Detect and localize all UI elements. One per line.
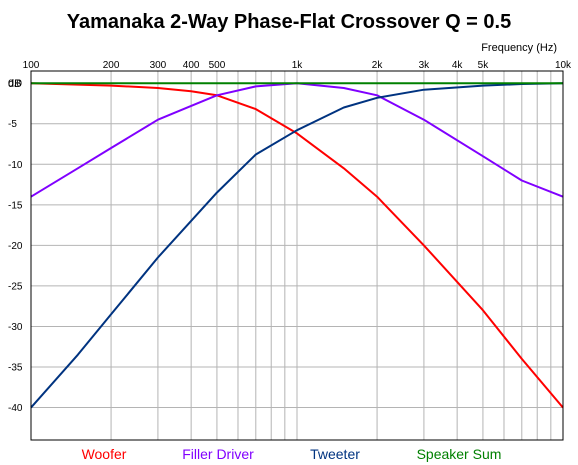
y-tick-label: -10 bbox=[8, 160, 23, 171]
x-tick-label: 400 bbox=[183, 60, 200, 71]
x-tick-label: 1k bbox=[292, 60, 304, 71]
legend-entry-filler-driver: Filler Driver bbox=[182, 446, 254, 462]
x-tick-label: 200 bbox=[103, 60, 120, 71]
series-line-tweeter bbox=[30, 82, 564, 409]
plot-frame bbox=[30, 70, 564, 441]
y-tick-label: -30 bbox=[8, 322, 23, 333]
y-tick-labels: 0.0 -5 -10 -15 -20 -25 -30 -35 -40 bbox=[8, 79, 23, 414]
series-lines bbox=[30, 82, 564, 409]
x-tick-label: 2k bbox=[372, 60, 384, 71]
series-line-filler-driver bbox=[30, 82, 564, 198]
y-tick-label: -25 bbox=[8, 281, 23, 292]
x-tick-label: 5k bbox=[478, 60, 490, 71]
grid bbox=[31, 71, 563, 440]
y-tick-label: -40 bbox=[8, 403, 23, 414]
chart-title: Yamanaka 2-Way Phase-Flat Crossover Q = … bbox=[67, 11, 511, 33]
x-tick-label: 3k bbox=[419, 60, 431, 71]
y-tick-label: -20 bbox=[8, 241, 23, 252]
y-tick-label: -15 bbox=[8, 200, 23, 211]
x-tick-label: 100 bbox=[23, 60, 40, 71]
y-tick-label: -5 bbox=[8, 119, 17, 130]
y-tick-label: 0.0 bbox=[8, 79, 22, 90]
x-tick-labels: 100 200 300 400 500 1k 2k 3k 4k 5k 10k bbox=[23, 60, 572, 71]
x-tick-label: 300 bbox=[150, 60, 167, 71]
x-tick-label: 10k bbox=[555, 60, 572, 71]
x-tick-label: 500 bbox=[209, 60, 226, 71]
legend-entry-tweeter: Tweeter bbox=[310, 446, 360, 462]
x-tick-label: 4k bbox=[452, 60, 464, 71]
x-axis-label: Frequency (Hz) bbox=[481, 42, 557, 54]
legend-entry-woofer: Woofer bbox=[82, 446, 127, 462]
series-line-woofer bbox=[30, 82, 564, 409]
y-tick-label: -35 bbox=[8, 363, 23, 374]
legend: Woofer Filler Driver Tweeter Speaker Sum bbox=[82, 446, 502, 462]
legend-entry-speaker-sum: Speaker Sum bbox=[417, 446, 502, 462]
y-axis-label: dB bbox=[8, 78, 21, 90]
